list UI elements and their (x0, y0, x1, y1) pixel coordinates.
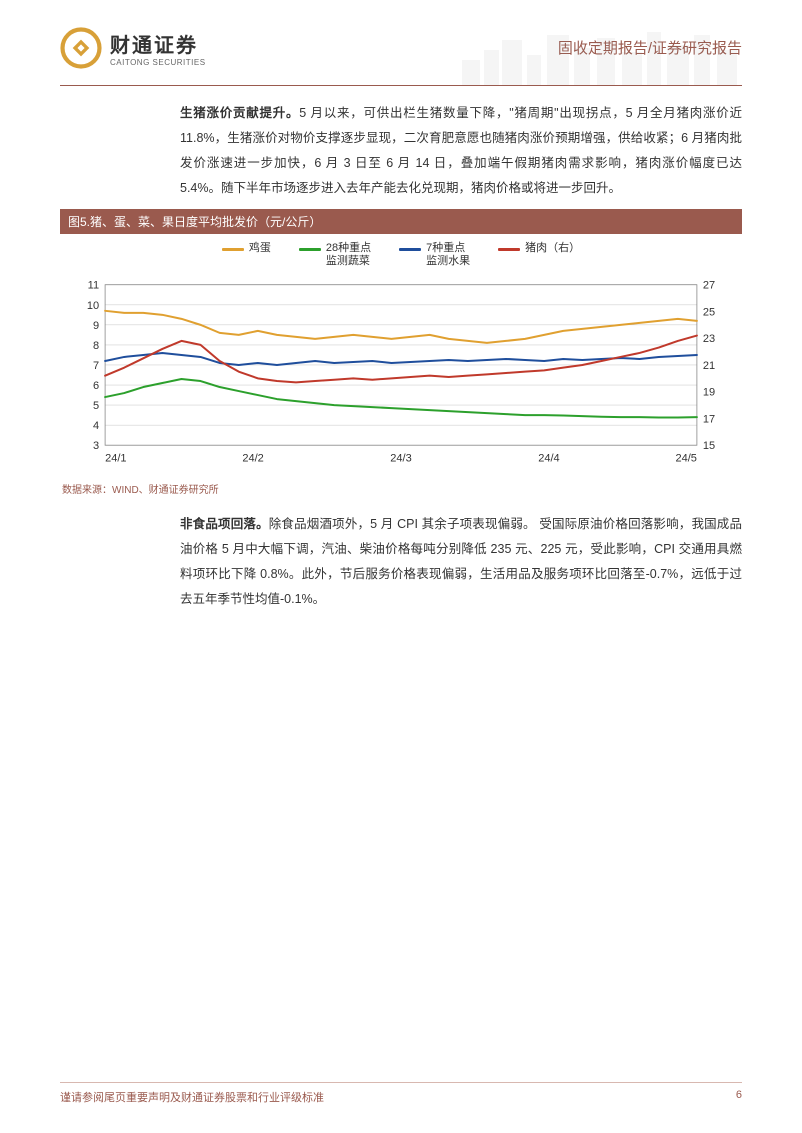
content-block-1: 生猪涨价贡献提升。5 月以来，可供出栏生猪数量下降，"猪周期"出现拐点，5 月全… (0, 86, 802, 201)
svg-text:3: 3 (93, 441, 99, 453)
svg-text:19: 19 (703, 387, 715, 399)
legend-label: 7种重点监测水果 (426, 242, 470, 268)
svg-text:10: 10 (87, 300, 99, 312)
svg-text:15: 15 (703, 441, 715, 453)
logo-english: CAITONG SECURITIES (110, 58, 206, 67)
svg-text:24/2: 24/2 (242, 453, 263, 465)
chart-legend: 鸡蛋 28种重点监测蔬菜 7种重点监测水果 猪肉（右） (70, 242, 732, 268)
figure-5: 图5.猪、蛋、菜、果日度平均批发价（元/公斤） 鸡蛋 28种重点监测蔬菜 7种重点监… (60, 209, 742, 500)
company-logo-icon (60, 27, 102, 69)
svg-text:9: 9 (93, 320, 99, 332)
legend-item: 鸡蛋 (222, 242, 271, 268)
figure-5-source: 数据来源：WIND、财通证券研究所 (60, 477, 742, 500)
paragraph-2: 非食品项回落。除食品烟酒项外，5 月 CPI 其余子项表现偏弱。 受国际原油价格… (180, 512, 742, 612)
svg-text:7: 7 (93, 360, 99, 372)
legend-swatch (222, 248, 244, 251)
legend-label: 猪肉（右） (525, 242, 580, 255)
svg-text:24/1: 24/1 (105, 453, 126, 465)
paragraph-1: 生猪涨价贡献提升。5 月以来，可供出栏生猪数量下降，"猪周期"出现拐点，5 月全… (180, 101, 742, 201)
svg-text:23: 23 (703, 334, 715, 346)
price-line-chart: 3 4 5 6 7 8 9 10 11 15 17 19 21 23 25 27 24/1 24/2 24/3 24/… (70, 270, 732, 475)
footer-disclaimer: 谨请参阅尾页重要声明及财通证券股票和行业评级标准 (60, 1089, 324, 1105)
svg-text:17: 17 (703, 414, 715, 426)
svg-text:25: 25 (703, 307, 715, 319)
svg-text:8: 8 (93, 340, 99, 352)
logo-block: 财通证券 CAITONG SECURITIES (60, 27, 206, 69)
svg-text:11: 11 (88, 280, 99, 292)
legend-item: 7种重点监测水果 (399, 242, 470, 268)
legend-item: 猪肉（右） (498, 242, 580, 268)
para1-lead: 生猪涨价贡献提升。 (180, 106, 299, 120)
legend-label: 28种重点监测蔬菜 (326, 242, 371, 268)
legend-swatch (299, 248, 321, 251)
page-footer: 谨请参阅尾页重要声明及财通证券股票和行业评级标准 6 (60, 1082, 742, 1105)
chart-container: 鸡蛋 28种重点监测蔬菜 7种重点监测水果 猪肉（右） 3 4 5 6 7 8 9 10 11 15 17… (60, 234, 742, 477)
content-block-2: 非食品项回落。除食品烟酒项外，5 月 CPI 其余子项表现偏弱。 受国际原油价格… (0, 500, 802, 612)
city-silhouette-decor (462, 30, 742, 85)
logo-chinese: 财通证券 (110, 29, 206, 58)
figure-5-title: 图5.猪、蛋、菜、果日度平均批发价（元/公斤） (60, 209, 742, 234)
legend-item: 28种重点监测蔬菜 (299, 242, 371, 268)
svg-text:24/5: 24/5 (675, 453, 696, 465)
svg-text:27: 27 (703, 280, 715, 292)
legend-swatch (399, 248, 421, 251)
svg-text:5: 5 (93, 400, 99, 412)
page-number: 6 (736, 1089, 742, 1105)
svg-text:21: 21 (703, 360, 715, 372)
svg-text:4: 4 (93, 421, 99, 433)
legend-label: 鸡蛋 (249, 242, 271, 255)
svg-text:6: 6 (93, 380, 99, 392)
legend-swatch (498, 248, 520, 251)
svg-text:24/3: 24/3 (390, 453, 411, 465)
svg-text:24/4: 24/4 (538, 453, 559, 465)
para2-lead: 非食品项回落。 (180, 517, 269, 531)
